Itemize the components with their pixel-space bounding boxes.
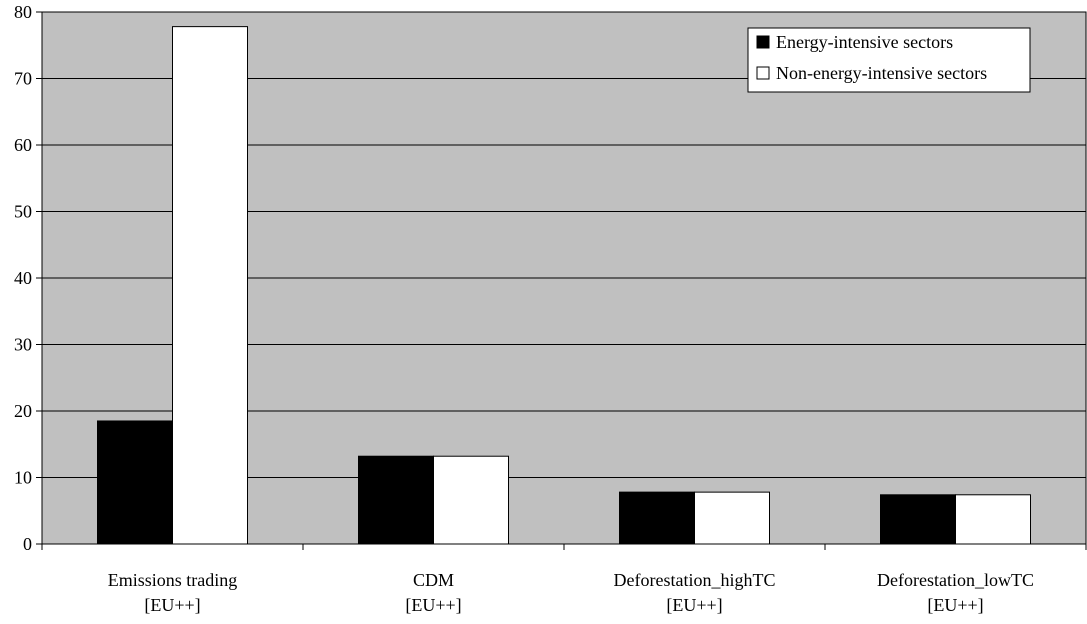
legend-box [747,27,1031,93]
bar-non-energy-intensive [694,491,770,545]
legend-swatch-non-energy-intensive [756,66,770,80]
y-tick-label: 30 [14,335,32,355]
bar-non-energy-intensive [955,494,1031,545]
y-tick-label: 60 [14,135,32,155]
bar-energy-intensive [619,491,695,545]
bar-non-energy-intensive [433,455,509,545]
legend: Energy-intensive sectors Non-energy-inte… [747,27,1031,93]
y-tick-label: 10 [14,468,32,488]
y-tick-label: 70 [14,69,32,89]
x-category-label: CDM [413,570,454,590]
x-category-label: [EU++] [405,595,461,615]
bar-non-energy-intensive [172,26,248,545]
axes: 0 10 20 30 40 50 60 70 80 Emissions trading [EU++]… [14,2,1087,615]
x-category-label: Deforestation_highTC [614,570,776,590]
x-category-label: [EU++] [927,595,983,615]
bar-energy-intensive [97,420,173,545]
bar-energy-intensive [880,494,956,545]
y-tick-label: 0 [23,534,32,554]
bars [97,26,1031,545]
x-category-label: Deforestation_lowTC [877,570,1034,590]
legend-swatch-energy-intensive [756,35,770,49]
legend-label-non-energy-intensive: Non-energy-intensive sectors [776,63,987,83]
x-category-label: [EU++] [666,595,722,615]
legend-label-energy-intensive: Energy-intensive sectors [776,32,953,52]
y-tick-label: 40 [14,268,32,288]
y-tick-label: 50 [14,202,32,222]
bar-energy-intensive [358,455,434,545]
x-category-label: [EU++] [144,595,200,615]
y-tick-label: 20 [14,401,32,421]
y-tick-label: 80 [14,2,32,22]
x-category-label: Emissions trading [108,570,238,590]
